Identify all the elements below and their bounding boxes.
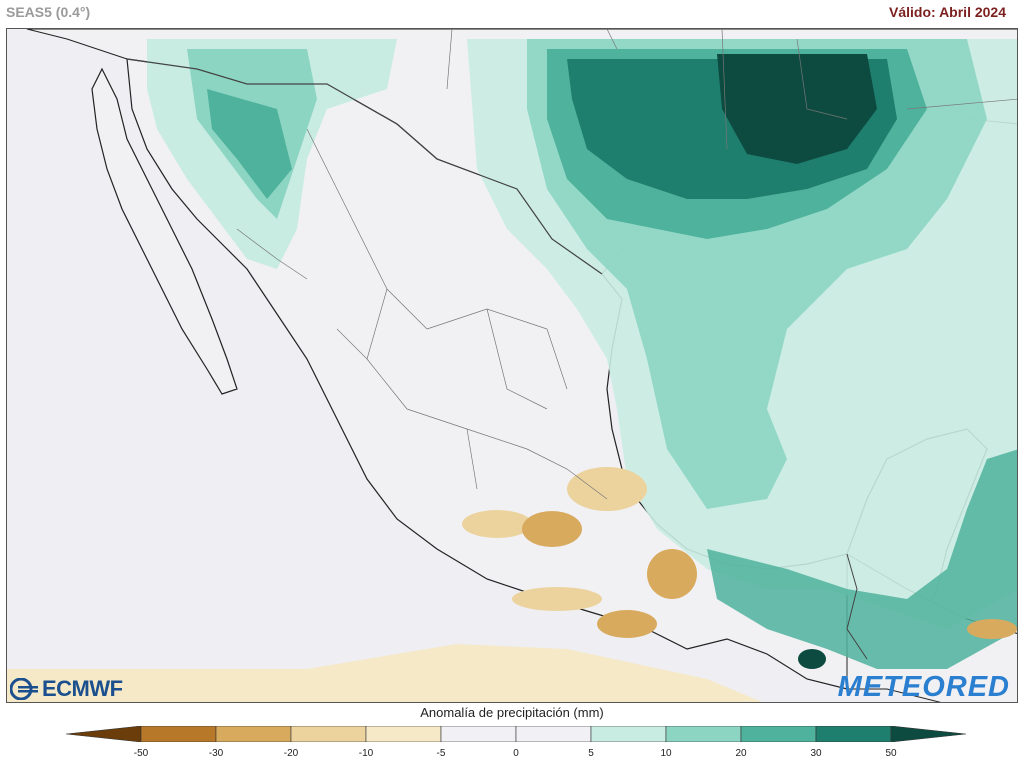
colorbar-segment-low [66, 726, 142, 742]
colorbar-segment [515, 726, 592, 742]
precipitation-anomaly-map [6, 28, 1018, 703]
colorbar-tick-label: 10 [660, 748, 672, 759]
colorbar-segment [215, 726, 292, 742]
ecmwf-logo: ECMWF [10, 676, 123, 702]
wet-anomaly-northwest-strong [207, 89, 292, 199]
colorbar-tick-label: 20 [735, 748, 747, 759]
colorbar-segment [590, 726, 667, 742]
wet-anomaly-louisiana-max [717, 54, 877, 164]
dry-anomaly-guerrero [512, 587, 602, 611]
state-borders [236, 128, 608, 500]
colorbar-tick-label: -5 [436, 748, 446, 759]
colorbar-tick-label: 30 [810, 748, 822, 759]
baja-california [91, 67, 238, 395]
dry-anomaly-pacific-coast [7, 644, 763, 702]
dry-anomaly-honduras [967, 619, 1017, 639]
dry-anomaly-michoacan [522, 511, 582, 547]
dry-anomaly-oaxaca [597, 610, 657, 638]
us-mexico-border [126, 58, 603, 275]
valid-date-label: Válido: Abril 2024 [889, 4, 1006, 20]
colorbar [66, 726, 966, 742]
colorbar-labels: -50 -30 -20 -10 -5 0 5 10 20 30 50 [0, 748, 1024, 764]
us-state-borders [446, 29, 1017, 150]
wet-anomaly-yucatan [707, 449, 1017, 669]
guatemala-border [846, 553, 868, 660]
model-label: SEAS5 (0.4°) [6, 4, 91, 20]
colorbar-tick-label: -20 [283, 748, 299, 759]
dry-anomaly-guanajuato [567, 467, 647, 511]
colorbar-tick-label: -50 [133, 748, 149, 759]
dry-anomaly-jalisco [462, 510, 532, 538]
colorbar-segment [665, 726, 742, 742]
colorbar-segment [290, 726, 367, 742]
wet-anomaly-chiapas-max [798, 649, 826, 669]
colorbar-tick-label: -30 [208, 748, 224, 759]
colorbar-tick-label: 0 [513, 748, 519, 759]
colorbar-segment [365, 726, 442, 742]
colorbar-segment [740, 726, 817, 742]
colorbar-title: Anomalía de precipitación (mm) [420, 705, 604, 720]
colorbar-segment [815, 726, 892, 742]
ecmwf-logo-text: ECMWF [42, 676, 123, 701]
colorbar-segment [140, 726, 217, 742]
colorbar-segment [440, 726, 517, 742]
colorbar-segment-high [890, 726, 966, 742]
colorbar-tick-label: 50 [885, 748, 897, 759]
colorbar-tick-label: -10 [358, 748, 374, 759]
ecmwf-globe-icon [10, 678, 38, 700]
colorbar-tick-label: 5 [588, 748, 594, 759]
dry-anomaly-puebla [647, 549, 697, 599]
meteored-logo: METEORED [837, 671, 1010, 703]
